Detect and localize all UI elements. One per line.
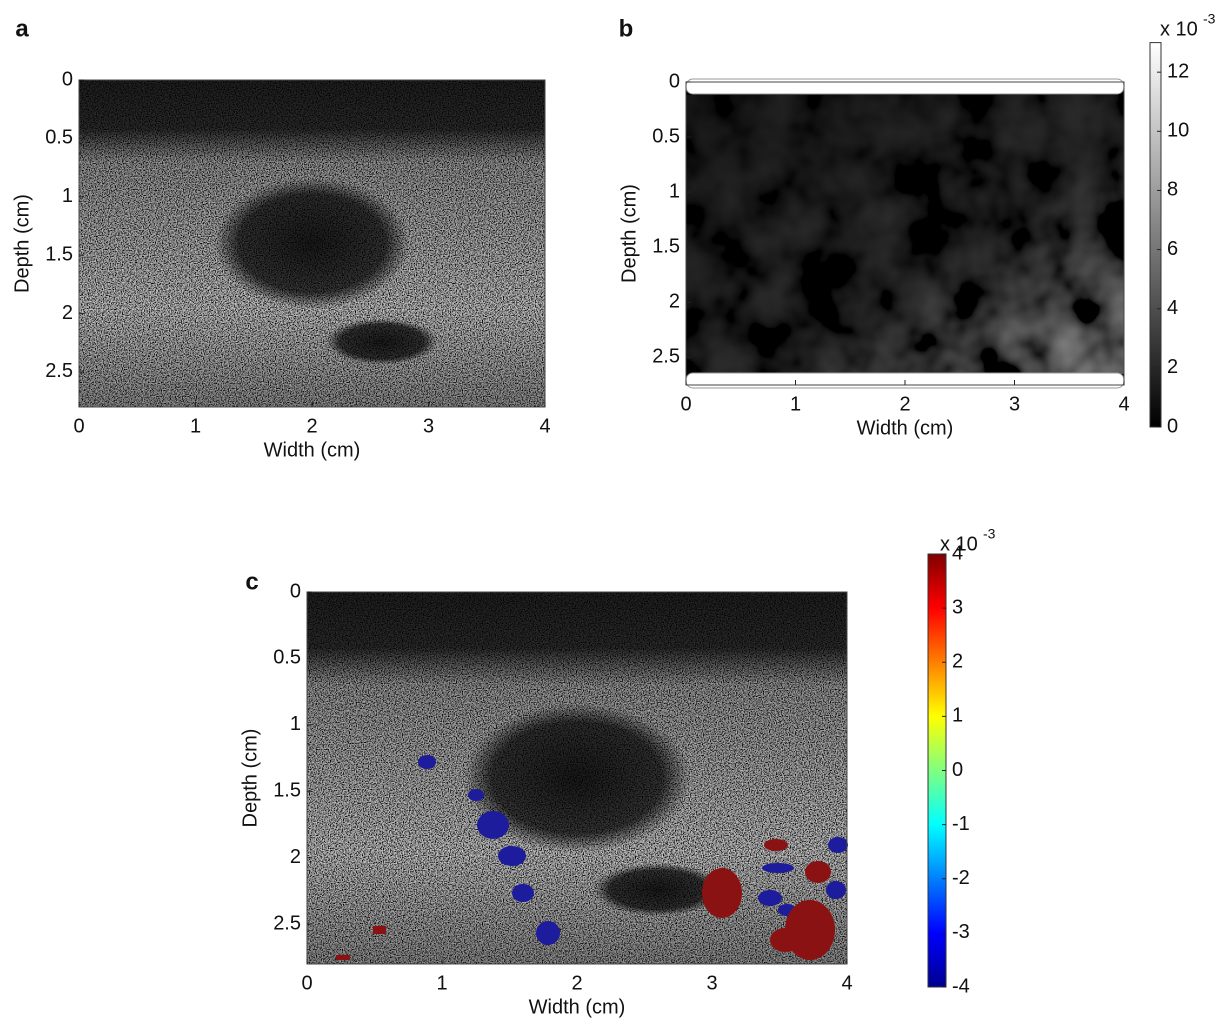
colorbar — [1150, 43, 1161, 427]
colorbar-tick-label: -4 — [952, 975, 970, 997]
y-axis-label: Depth (cm) — [618, 184, 640, 283]
x-tick-label: 3 — [1009, 393, 1020, 415]
x-tick-label: 4 — [841, 972, 852, 994]
panel-label: a — [15, 15, 29, 42]
y-tick-label: 1 — [290, 713, 301, 735]
panel-label: c — [245, 568, 258, 595]
x-axis-label: Width (cm) — [857, 417, 954, 439]
y-axis-label: Depth (cm) — [11, 194, 33, 293]
x-tick-label: 0 — [680, 393, 691, 415]
colorbar-exponent: -3 — [1203, 11, 1216, 27]
colorbar-tick-label: 0 — [952, 759, 963, 781]
y-tick-label: 0.5 — [652, 125, 680, 147]
colorbar-tick-label: -2 — [952, 867, 970, 889]
y-tick-label: 0 — [669, 70, 680, 92]
image — [79, 80, 545, 407]
image-shade — [686, 95, 1124, 374]
colorbar-scale: x 10 — [940, 533, 978, 555]
x-tick-label: 2 — [899, 393, 910, 415]
y-tick-label: 2.5 — [652, 346, 680, 368]
x-tick-label: 0 — [73, 415, 84, 437]
x-tick-label: 1 — [790, 393, 801, 415]
y-tick-label: 2.5 — [45, 360, 73, 382]
x-tick-label: 2 — [306, 415, 317, 437]
lesion — [214, 178, 410, 309]
colorbar-tick-label: 12 — [1167, 60, 1189, 82]
image — [686, 79, 1124, 388]
x-tick-label: 2 — [571, 972, 582, 994]
colorbar-tick-label: 4 — [1167, 297, 1178, 319]
y-tick-label: 1 — [62, 185, 73, 207]
x-tick-label: 0 — [301, 972, 312, 994]
colorbar-tick-label: 0 — [1167, 415, 1178, 437]
y-tick-label: 0.5 — [273, 647, 301, 669]
edge-band — [686, 79, 1124, 94]
colorbar-tick-label: 10 — [1167, 120, 1189, 142]
colorbar-tick-label: 8 — [1167, 179, 1178, 201]
colorbar-tick-label: 6 — [1167, 238, 1178, 260]
colorbar-tick-label: 3 — [952, 596, 963, 618]
x-axis-label: Width (cm) — [529, 996, 626, 1018]
colorbar-tick-label: 2 — [952, 651, 963, 673]
x-tick-label: 4 — [1118, 393, 1129, 415]
image — [307, 592, 847, 964]
y-tick-label: 2 — [669, 291, 680, 313]
y-tick-label: 2 — [290, 846, 301, 868]
y-tick-label: 2.5 — [273, 912, 301, 934]
colorbar-tick-label: 2 — [1167, 356, 1178, 378]
y-tick-label: 0 — [62, 68, 73, 90]
x-tick-label: 3 — [706, 972, 717, 994]
colorbar-tick-label: -3 — [952, 921, 970, 943]
colorbar-tick-label: 1 — [952, 705, 963, 727]
x-tick-label: 1 — [436, 972, 447, 994]
lesion — [326, 319, 438, 365]
colorbar-scale: x 10 — [1160, 18, 1198, 40]
x-tick-label: 3 — [423, 415, 434, 437]
colorbar-tick-label: -1 — [952, 813, 970, 835]
y-tick-label: 1.5 — [45, 243, 73, 265]
y-tick-label: 2 — [62, 302, 73, 324]
x-axis-label: Width (cm) — [264, 439, 361, 461]
y-tick-label: 1.5 — [273, 780, 301, 802]
x-tick-label: 4 — [539, 415, 550, 437]
y-tick-label: 0 — [290, 580, 301, 602]
y-tick-label: 1.5 — [652, 236, 680, 258]
y-tick-label: 1 — [669, 180, 680, 202]
x-tick-label: 1 — [190, 415, 201, 437]
y-axis-label: Depth (cm) — [239, 729, 261, 828]
figure: 0123400.511.522.5Width (cm)Depth (cm)a01… — [0, 0, 1230, 1028]
y-tick-label: 0.5 — [45, 127, 73, 149]
panel-label: b — [619, 15, 634, 42]
colorbar-exponent: -3 — [983, 526, 996, 542]
